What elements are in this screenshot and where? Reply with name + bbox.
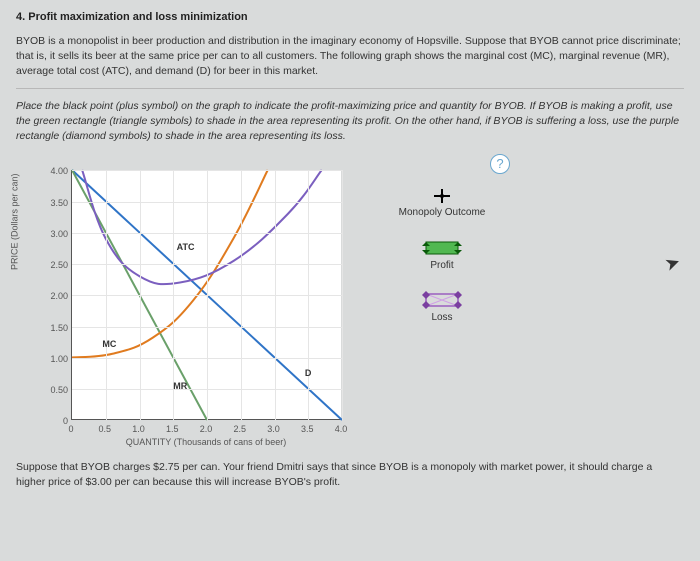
y-tick: 3.00 <box>42 228 68 241</box>
x-tick: 3.0 <box>267 423 280 436</box>
x-axis-label: QUANTITY (Thousands of cans of beer) <box>71 436 341 449</box>
x-tick: 2.0 <box>200 423 213 436</box>
plot-area[interactable]: ATC MC MR D <box>71 170 341 420</box>
x-tick: 0 <box>68 423 73 436</box>
curve-label-d: D <box>305 367 312 380</box>
legend-monopoly-label: Monopoly Outcome <box>399 207 486 218</box>
help-button[interactable]: ? <box>490 154 510 174</box>
y-axis-label: PRICE (Dollars per can) <box>8 174 21 271</box>
footer-text: Suppose that BYOB charges $2.75 per can.… <box>16 460 684 490</box>
y-tick: 0 <box>42 415 68 428</box>
chart-container: ? PRICE (Dollars per can) ATCMCMRD QUANT… <box>16 150 516 450</box>
x-tick: 0.5 <box>98 423 111 436</box>
legend-loss[interactable]: Loss <box>382 291 502 326</box>
x-tick: 4.0 <box>335 423 348 436</box>
profit-rect-icon <box>420 239 464 257</box>
curve-atc <box>82 170 322 284</box>
plus-icon <box>432 188 452 204</box>
y-tick: 1.50 <box>42 322 68 335</box>
intro-text: BYOB is a monopolist in beer production … <box>16 34 684 80</box>
instruction-text: Place the black point (plus symbol) on t… <box>16 99 684 145</box>
curve-label-mr: MR <box>173 380 187 393</box>
x-tick: 3.5 <box>301 423 314 436</box>
y-tick: 3.50 <box>42 197 68 210</box>
y-tick: 2.50 <box>42 259 68 272</box>
legend-loss-label: Loss <box>431 312 452 323</box>
divider <box>16 88 684 89</box>
legend-profit[interactable]: Profit <box>382 239 502 274</box>
legend-profit-label: Profit <box>430 260 453 271</box>
x-tick: 1.5 <box>166 423 179 436</box>
loss-rect-icon <box>420 291 464 309</box>
y-tick: 0.50 <box>42 384 68 397</box>
y-tick: 1.00 <box>42 353 68 366</box>
legend-monopoly-outcome[interactable]: Monopoly Outcome <box>382 188 502 221</box>
y-tick: 4.00 <box>42 165 68 178</box>
curve-label-mc: MC <box>102 338 116 351</box>
y-tick: 2.00 <box>42 290 68 303</box>
curve-label-atc: ATC <box>177 241 195 254</box>
question-heading: 4. Profit maximization and loss minimiza… <box>16 10 684 26</box>
cursor-icon: ➤ <box>661 248 684 278</box>
x-tick: 1.0 <box>132 423 145 436</box>
x-tick: 2.5 <box>233 423 246 436</box>
legend-panel: Monopoly Outcome Profit Loss <box>382 188 502 344</box>
